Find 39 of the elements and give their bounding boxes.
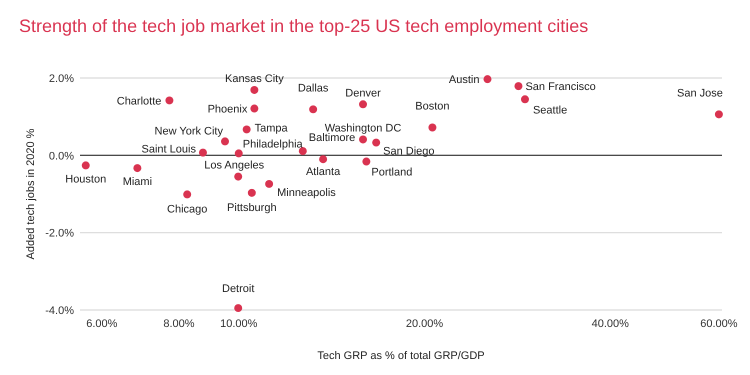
x-tick-label: 40.00% <box>592 318 630 330</box>
annotation: Saint Louis <box>142 144 196 156</box>
x-tick-label: 20.00% <box>406 318 444 330</box>
annotation: Kansas City <box>225 72 284 85</box>
annotation: Denver <box>345 87 382 100</box>
x-tick-label: 6.00% <box>86 318 118 330</box>
annotation: Houston <box>65 173 106 186</box>
annotation: Washington DC <box>324 122 402 134</box>
annotation: Philadelphia <box>242 138 304 150</box>
y-axis-title: Added tech jobs in 2020 % <box>25 128 37 260</box>
annotation: San Diego <box>383 146 435 158</box>
annotation: San Jose <box>677 87 723 100</box>
y-tick-label: 2.0% <box>48 73 74 85</box>
chart-title: Strength of the tech job market in the top-25 US tech employment cities <box>19 16 588 36</box>
annotation: Los Angeles <box>204 160 265 172</box>
annotation: Austin <box>448 74 480 86</box>
annotation: Miami <box>122 176 152 188</box>
annotation: Atlanta <box>306 166 342 178</box>
annotation: Seattle <box>532 104 568 116</box>
annotation: Boston <box>415 100 450 112</box>
annotation: Chicago <box>167 203 208 216</box>
x-tick-label: 8.00% <box>163 318 195 330</box>
y-tick-label: -2.0% <box>45 228 74 240</box>
annotation: Dallas <box>298 82 329 94</box>
annotation: Phoenix <box>208 104 248 116</box>
annotation: Detroit <box>222 283 254 296</box>
y-tick-label: 0.0% <box>48 150 74 162</box>
annotation: Pittsburgh <box>227 202 277 214</box>
y-tick-label: -4.0% <box>45 305 74 317</box>
annotation: New York City <box>154 125 224 138</box>
annotation: Minneapolis <box>277 186 336 199</box>
x-tick-label: 10.00% <box>220 318 258 330</box>
annotation: Baltimore <box>308 132 356 144</box>
annotation: Tampa <box>254 122 289 134</box>
x-tick-label: 60.00% <box>700 318 738 330</box>
annotation: Portland <box>371 166 412 179</box>
x-axis-title: Tech GRP as % of total GRP/GDP <box>317 350 485 362</box>
annotation: Charlotte <box>116 95 162 108</box>
annotation: San Francisco <box>525 81 596 94</box>
